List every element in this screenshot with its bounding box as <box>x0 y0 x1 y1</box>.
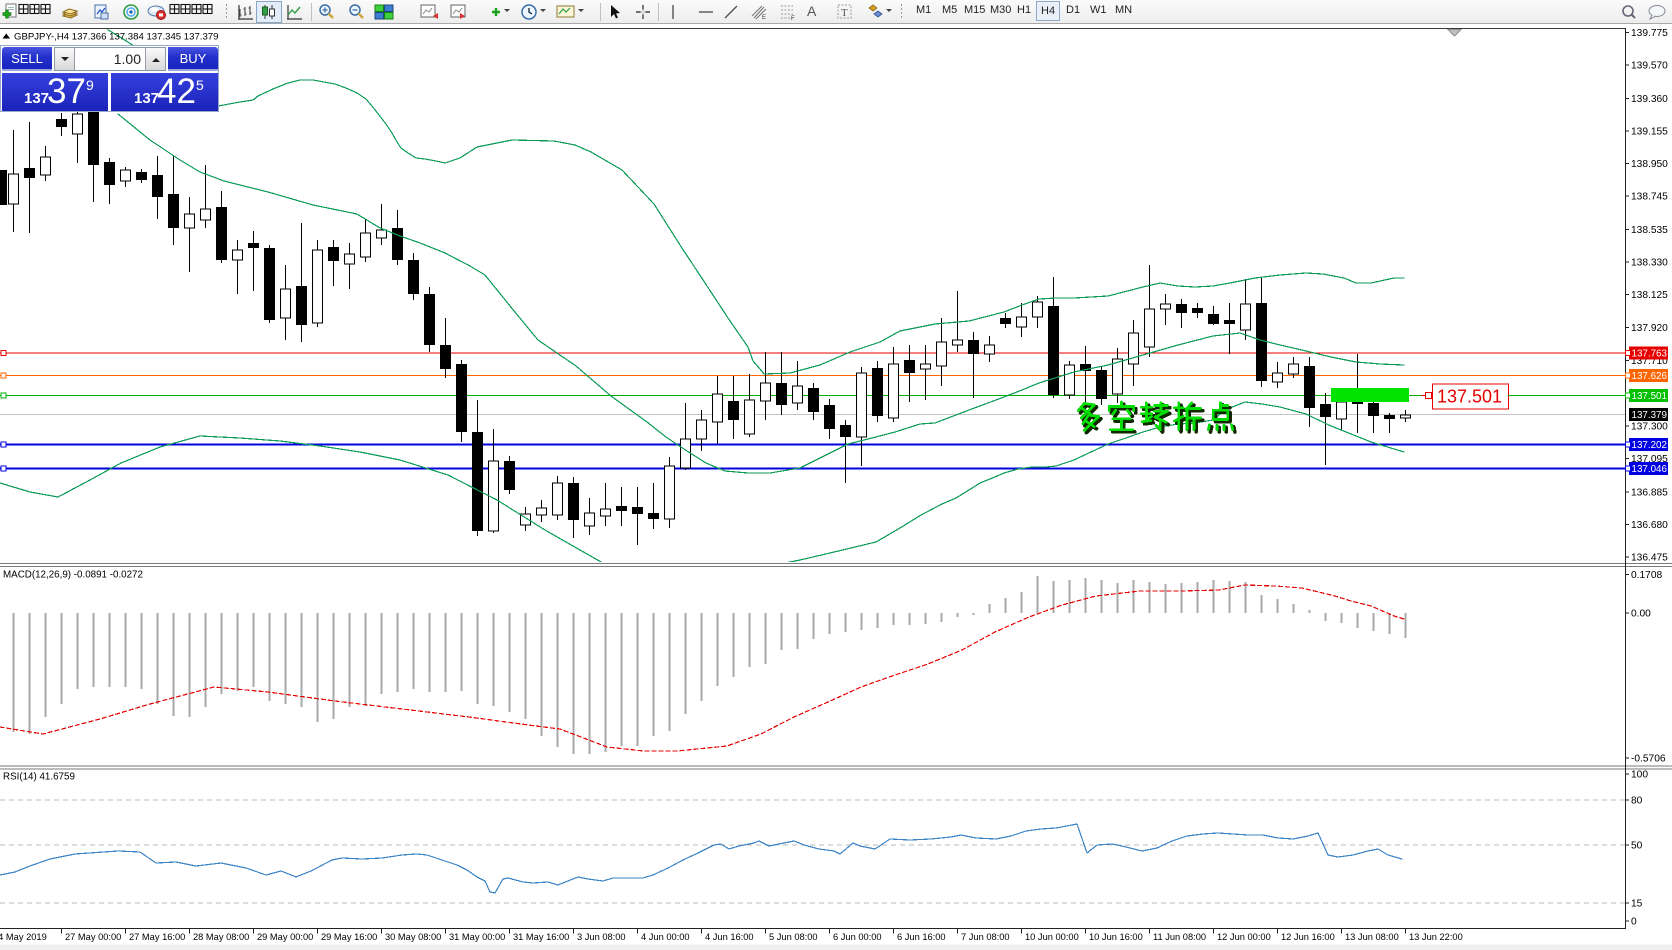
svg-text:28 May 08:00: 28 May 08:00 <box>193 932 249 942</box>
svg-text:10 Jun 16:00: 10 Jun 16:00 <box>1089 932 1143 942</box>
svg-text:15: 15 <box>1631 899 1643 910</box>
svg-text:137.095: 137.095 <box>1631 454 1668 465</box>
svg-text:4 Jun 00:00: 4 Jun 00:00 <box>641 932 690 942</box>
svg-text:137.501: 137.501 <box>1437 387 1502 407</box>
svg-text:139.570: 139.570 <box>1631 61 1668 72</box>
svg-text:13 Jun 08:00: 13 Jun 08:00 <box>1345 932 1399 942</box>
svg-text:137.501: 137.501 <box>1632 391 1667 402</box>
svg-text:7 Jun 08:00: 7 Jun 08:00 <box>961 932 1010 942</box>
svg-text:T: T <box>841 7 848 19</box>
svg-text:6 Jun 16:00: 6 Jun 16:00 <box>897 932 946 942</box>
svg-text:24 May 2019: 24 May 2019 <box>0 932 47 942</box>
svg-text:137.379: 137.379 <box>1632 410 1667 421</box>
svg-text:27 May 00:00: 27 May 00:00 <box>65 932 121 942</box>
svg-text:137.920: 137.920 <box>1631 323 1668 334</box>
svg-text:13 Jun 22:00: 13 Jun 22:00 <box>1409 932 1463 942</box>
svg-text:139.155: 139.155 <box>1631 127 1668 138</box>
svg-text:138.125: 138.125 <box>1631 290 1668 301</box>
svg-text:RSI(14) 41.6759: RSI(14) 41.6759 <box>3 772 75 783</box>
svg-text:80: 80 <box>1631 796 1643 807</box>
svg-text:138.535: 138.535 <box>1631 225 1668 236</box>
svg-text:0.00: 0.00 <box>1631 609 1651 620</box>
svg-text:137.763: 137.763 <box>1632 349 1668 360</box>
svg-text:136.885: 136.885 <box>1631 487 1668 498</box>
svg-text:31 May 16:00: 31 May 16:00 <box>513 932 569 942</box>
svg-text:E: E <box>762 15 766 21</box>
svg-text:137.046: 137.046 <box>1632 464 1668 475</box>
svg-text:138.745: 138.745 <box>1631 192 1668 203</box>
svg-text:29 May 16:00: 29 May 16:00 <box>321 932 377 942</box>
svg-text:29 May 00:00: 29 May 00:00 <box>257 932 313 942</box>
svg-text:136.680: 136.680 <box>1631 520 1668 531</box>
svg-text:4 Jun 16:00: 4 Jun 16:00 <box>705 932 754 942</box>
svg-text:137.202: 137.202 <box>1632 440 1667 451</box>
svg-text:0.1708: 0.1708 <box>1631 570 1662 581</box>
svg-text:136.475: 136.475 <box>1631 553 1668 564</box>
svg-text:10 Jun 00:00: 10 Jun 00:00 <box>1025 932 1079 942</box>
svg-text:30 May 08:00: 30 May 08:00 <box>385 932 441 942</box>
svg-text:11 Jun 08:00: 11 Jun 08:00 <box>1153 932 1206 942</box>
svg-text:MACD(12,26,9) -0.0891 -0.0272: MACD(12,26,9) -0.0891 -0.0272 <box>3 570 143 581</box>
svg-text:50: 50 <box>1631 841 1643 852</box>
svg-text:27 May 16:00: 27 May 16:00 <box>129 932 185 942</box>
svg-text:100: 100 <box>1631 770 1648 781</box>
svg-text:GBPJPY-,H4 137.366 137.384 13: GBPJPY-,H4 137.366 137.384 137.345 137.3… <box>14 32 218 43</box>
svg-text:-0.5706: -0.5706 <box>1631 754 1666 765</box>
svg-text:137.626: 137.626 <box>1632 371 1668 382</box>
svg-text:138.330: 138.330 <box>1631 258 1668 269</box>
svg-text:12 Jun 00:00: 12 Jun 00:00 <box>1217 932 1271 942</box>
svg-text:137.300: 137.300 <box>1631 421 1668 432</box>
svg-text:3 Jun 08:00: 3 Jun 08:00 <box>577 932 626 942</box>
svg-text:F: F <box>791 16 795 21</box>
svg-text:0: 0 <box>1631 917 1637 928</box>
svg-text:139.360: 139.360 <box>1631 94 1668 105</box>
svg-text:138.950: 138.950 <box>1631 159 1668 170</box>
svg-text:137.710: 137.710 <box>1631 356 1668 367</box>
svg-text:139.775: 139.775 <box>1631 28 1668 39</box>
svg-text:5 Jun 08:00: 5 Jun 08:00 <box>769 932 818 942</box>
svg-text:12 Jun 16:00: 12 Jun 16:00 <box>1281 932 1335 942</box>
svg-text:6 Jun 00:00: 6 Jun 00:00 <box>833 932 882 942</box>
svg-text:31 May 00:00: 31 May 00:00 <box>449 932 505 942</box>
